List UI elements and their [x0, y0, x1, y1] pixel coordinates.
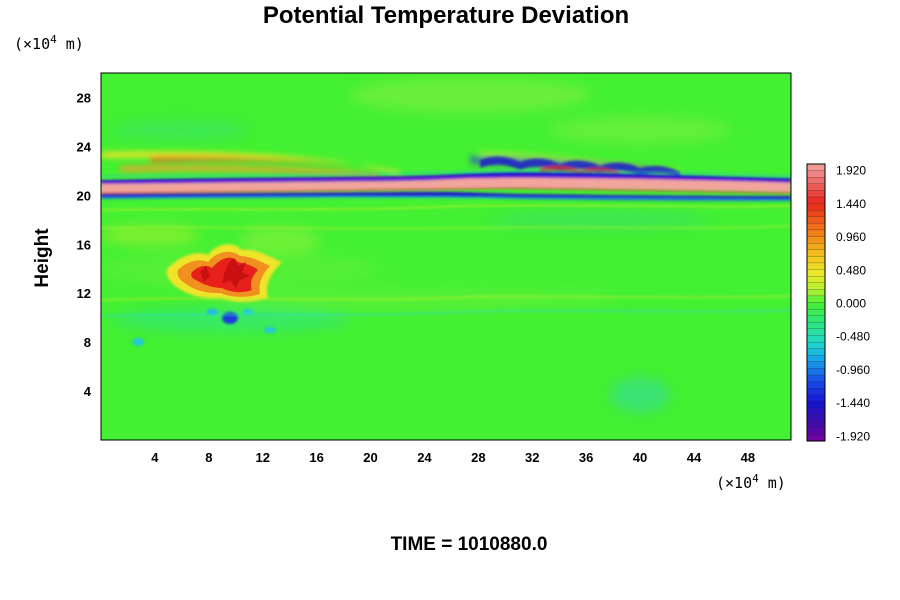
colorbar-tick-label: -1.440 — [836, 396, 870, 410]
x-tick-label: 16 — [309, 450, 323, 465]
colorbar-tick-label: -1.920 — [836, 429, 870, 443]
colorbar-segment — [806, 328, 826, 337]
x-tick-label: 40 — [633, 450, 647, 465]
x-tick-label: 8 — [205, 450, 212, 465]
y-tick-label: 16 — [77, 237, 91, 252]
colorbar-frame — [806, 163, 826, 442]
colorbar-tick-label: -0.960 — [836, 363, 870, 377]
x-axis-unit: (×104 m) — [716, 472, 786, 492]
colorbar-segment — [806, 341, 826, 350]
colorbar-segment — [806, 190, 826, 198]
colorbar-tick-label: 0.960 — [836, 230, 866, 244]
colorbar-segment — [806, 374, 826, 383]
colorbar-segment — [806, 388, 826, 396]
y-tick-label: 8 — [84, 335, 91, 350]
colorbar-segment — [806, 223, 826, 231]
plot-frame — [100, 72, 792, 441]
colorbar-segment — [806, 434, 826, 442]
y-tick-label: 24 — [77, 139, 92, 154]
colorbar-segment — [806, 196, 826, 205]
y-tick-label: 20 — [77, 188, 91, 203]
colorbar-segment — [806, 216, 826, 224]
colorbar-segment — [806, 170, 826, 178]
colorbar-segment — [806, 236, 826, 244]
colorbar-tick-label: 1.440 — [836, 197, 866, 211]
y-axis-ticks: 4 8 12 16 20 24 28 — [77, 90, 92, 399]
y-tick-label: 12 — [77, 286, 91, 301]
colorbar-segment — [806, 308, 826, 317]
y-axis-label: Height — [32, 228, 53, 288]
colorbar-segment — [806, 302, 826, 310]
colorbar-segment — [806, 275, 826, 284]
heatmap-field — [101, 73, 791, 440]
x-tick-label: 24 — [417, 450, 432, 465]
chart-title: Potential Temperature Deviation — [263, 2, 629, 29]
colorbar-segment — [806, 256, 826, 264]
x-tick-label: 36 — [579, 450, 593, 465]
colorbar-segment — [806, 249, 826, 257]
colorbar-tick-label: 1.920 — [836, 164, 866, 178]
x-tick-label: 32 — [525, 450, 539, 465]
colorbar-labels: 1.920 1.440 0.960 0.480 0.000 -0.480 -0.960 -1.… — [836, 164, 870, 444]
colorbar-tick-label: -0.480 — [836, 330, 870, 344]
x-tick-label: 20 — [363, 450, 377, 465]
colorbar-segment — [806, 269, 826, 277]
colorbar-segment — [806, 229, 826, 238]
colorbar-tick-label: 0.000 — [836, 297, 866, 311]
y-tick-label: 28 — [77, 90, 91, 105]
colorbar-segment — [806, 243, 826, 251]
y-tick-label: 4 — [84, 384, 92, 399]
x-axis-ticks: 4 8 12 16 20 24 28 32 36 40 44 48 — [151, 450, 755, 465]
y-axis-unit: (×104 m) — [14, 33, 84, 53]
colorbar-segment — [806, 315, 826, 323]
x-tick-label: 28 — [471, 450, 485, 465]
colorbar-segment — [806, 262, 826, 271]
time-label: TIME = 1010880.0 — [391, 534, 548, 555]
colorbar-segment — [806, 381, 826, 389]
colorbar-segment — [806, 348, 826, 356]
warm-patch — [166, 244, 282, 302]
colorbar — [806, 163, 826, 442]
background-variation — [101, 77, 730, 413]
colorbar-segment — [806, 407, 826, 416]
colorbar-segment — [806, 394, 826, 402]
colorbar-segment — [806, 361, 826, 369]
colorbar-segment — [806, 421, 826, 429]
colorbar-tick-label: 0.480 — [836, 263, 866, 277]
x-tick-label: 44 — [687, 450, 702, 465]
colorbar-segment — [806, 183, 826, 191]
colorbar-segment — [806, 368, 826, 376]
colorbar-segment — [806, 203, 826, 211]
colorbar-segment — [806, 414, 826, 422]
colorbar-segment — [806, 289, 826, 297]
colorbar-segment — [806, 322, 826, 330]
x-tick-label: 4 — [151, 450, 159, 465]
colorbar-segment — [806, 282, 826, 290]
colorbar-segment — [806, 335, 826, 343]
tropopause-bands — [101, 169, 791, 201]
lower-streaks — [101, 204, 791, 317]
colorbar-segment — [806, 427, 826, 435]
colorbar-segment — [806, 177, 826, 185]
x-tick-label: 48 — [741, 450, 755, 465]
colorbar-segment — [806, 163, 826, 172]
x-tick-label: 12 — [255, 450, 269, 465]
colorbar-segment — [806, 355, 826, 363]
colorbar-segment — [806, 295, 826, 304]
colorbar-segment — [806, 210, 826, 218]
colorbar-segment — [806, 401, 826, 409]
